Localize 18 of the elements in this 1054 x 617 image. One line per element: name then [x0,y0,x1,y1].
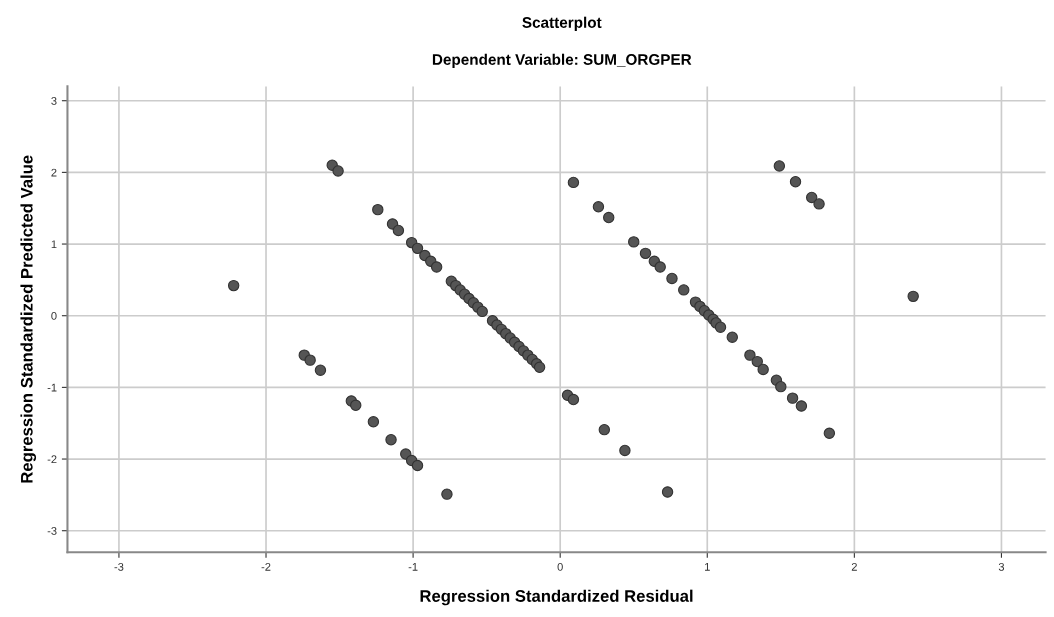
x-axis-title: Regression Standardized Residual [420,589,693,606]
chart-title: Scatterplot [522,16,602,31]
x-tick-label: -3 [114,562,124,571]
x-tick-label: -2 [261,562,271,571]
y-tick-label: -1 [47,383,57,392]
y-axis-title: Regression Standardized Predicted Value [20,155,37,483]
y-tick-label: 0 [51,311,57,320]
x-tick-label: 3 [998,562,1005,571]
x-tick-label: 2 [851,562,857,571]
x-tick-label: 1 [705,563,710,571]
y-tick-label: 3 [51,96,57,105]
y-tick-label: 1 [51,240,57,249]
y-tick-label: -2 [47,455,57,464]
y-tick-label: -3 [47,526,57,535]
x-tick-label: 0 [557,562,563,571]
y-tick-label: 2 [51,168,57,177]
x-tick-label: -1 [408,563,418,571]
chart-subtitle: Dependent Variable: SUM_ORGPER [432,53,692,68]
